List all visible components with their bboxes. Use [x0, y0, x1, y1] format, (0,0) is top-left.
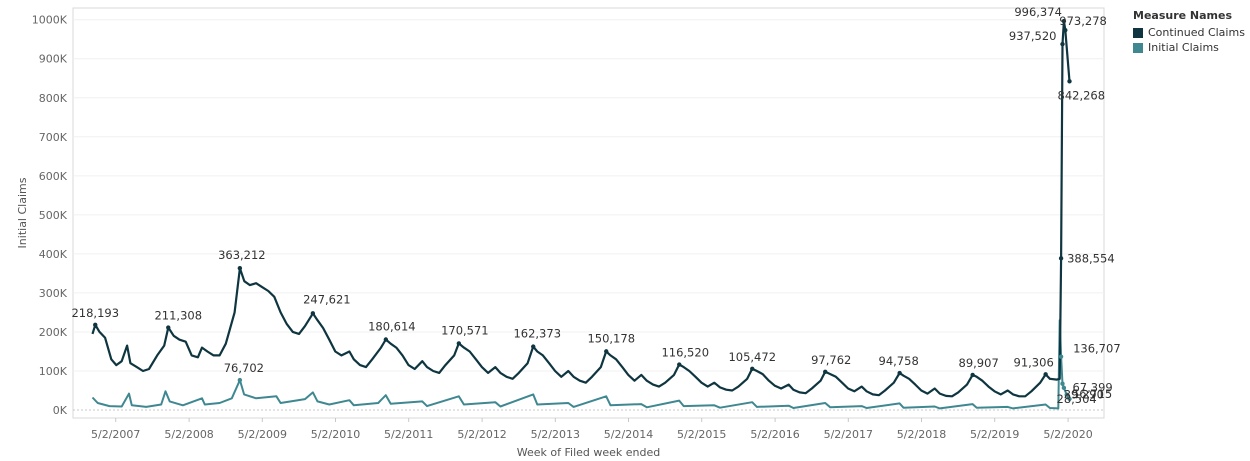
- data-point-marker: [93, 322, 98, 328]
- data-point-marker: [456, 341, 462, 346]
- x-tick-label: 5/2/2019: [970, 428, 1019, 441]
- y-tick-label: 0K: [53, 404, 68, 417]
- x-axis-title: Week of Filed week ended: [517, 446, 661, 459]
- x-tick-label: 5/2/2012: [457, 428, 506, 441]
- y-tick-label: 1000K: [32, 14, 68, 27]
- data-label: 842,268: [1058, 88, 1106, 102]
- x-tick-label: 5/2/2020: [1043, 428, 1092, 441]
- data-point-marker: [1063, 27, 1068, 33]
- data-label: 211,308: [154, 309, 202, 323]
- data-label: 76,702: [224, 361, 264, 375]
- data-label: 170,571: [441, 323, 489, 337]
- data-point-marker: [750, 366, 755, 372]
- y-tick-label: 900K: [39, 53, 68, 66]
- series-line-continued-claims: [91, 20, 1071, 398]
- data-label: 973,278: [1059, 14, 1107, 28]
- legend-label-continued-claims: Continued Claims: [1148, 26, 1245, 39]
- x-tick-label: 5/2/2016: [750, 428, 799, 441]
- y-tick-label: 400K: [39, 248, 68, 261]
- y-tick-label: 500K: [39, 209, 68, 222]
- y-axis-title: Initial Claims: [16, 177, 29, 248]
- data-point-marker: [823, 369, 828, 375]
- data-point-marker: [166, 325, 171, 330]
- y-tick-label: 200K: [39, 326, 68, 339]
- plot-frame: [72, 7, 1105, 419]
- data-point-marker: [1067, 396, 1072, 402]
- y-tick-label: 800K: [39, 92, 68, 105]
- line-chart: 0K 100K 200K 300K 400K 500K 600K 700K 800K 900K 10…: [16, 5, 1121, 459]
- legend: Measure Names Continued Claims Initial C…: [1133, 9, 1245, 55]
- data-label: 91,306: [1014, 355, 1054, 369]
- data-label: 116,520: [661, 346, 709, 360]
- data-label: 28,504: [1057, 392, 1097, 406]
- y-tick-label: 700K: [39, 131, 68, 144]
- data-point-marker: [237, 377, 243, 383]
- data-point-marker: [897, 370, 902, 376]
- data-label: 97,762: [811, 353, 851, 367]
- series-line-initial-claims: [91, 319, 1071, 410]
- data-point-marker: [1060, 381, 1065, 386]
- data-label: 363,212: [218, 248, 266, 262]
- data-point-marker: [1060, 41, 1065, 47]
- legend-title: Measure Names: [1133, 9, 1233, 22]
- data-label: 39,290: [1064, 388, 1104, 402]
- data-point-marker: [310, 311, 316, 316]
- data-point-marker: [604, 349, 609, 354]
- data-point-marker: [970, 372, 975, 378]
- x-tick-label: 5/2/2008: [164, 428, 213, 441]
- data-point-marker: [1058, 256, 1064, 261]
- data-point-marker: [383, 337, 389, 342]
- legend-item-continued-claims[interactable]: Continued Claims: [1133, 25, 1245, 40]
- data-label: 937,520: [1009, 29, 1057, 43]
- data-label: 388,554: [1067, 251, 1115, 265]
- x-tick-label: 5/2/2015: [677, 428, 726, 441]
- x-tick-label: 5/2/2013: [531, 428, 580, 441]
- data-point-marker: [531, 344, 536, 349]
- data-point-marker: [237, 266, 243, 271]
- data-label: 94,758: [879, 354, 919, 368]
- data-label: 247,621: [303, 292, 351, 306]
- data-point-marker: [1043, 372, 1048, 377]
- x-tick-label: 5/2/2007: [91, 428, 140, 441]
- data-label: 56,715: [1072, 387, 1112, 401]
- legend-label-initial-claims: Initial Claims: [1148, 41, 1219, 54]
- data-label: 89,907: [959, 356, 999, 370]
- data-point-marker: [1067, 79, 1072, 84]
- data-point-marker: [1061, 18, 1067, 24]
- data-label: 218,193: [71, 306, 119, 320]
- x-tick-label: 5/2/2018: [897, 428, 946, 441]
- x-tick-label: 5/2/2010: [311, 428, 360, 441]
- data-label: 136,707: [1073, 342, 1121, 356]
- x-tick-label: 5/2/2011: [384, 428, 433, 441]
- legend-swatch-initial-claims: [1133, 42, 1143, 53]
- data-point-marker: [1064, 392, 1069, 397]
- x-tick-label: 5/2/2017: [824, 428, 873, 441]
- data-point-marker: [1058, 354, 1064, 359]
- data-label: 67,399: [1072, 381, 1112, 395]
- data-label: 150,178: [587, 331, 635, 345]
- y-tick-label: 100K: [39, 365, 68, 378]
- data-point-marker: [1061, 385, 1067, 391]
- legend-swatch-continued-claims: [1133, 27, 1143, 38]
- legend-item-initial-claims[interactable]: Initial Claims: [1133, 40, 1245, 55]
- data-label: 162,373: [513, 327, 561, 341]
- data-label: 180,614: [368, 320, 416, 334]
- data-label: 996,374: [1014, 5, 1062, 19]
- y-tick-label: 600K: [39, 170, 68, 183]
- data-point-marker: [677, 362, 682, 367]
- x-tick-label: 5/2/2014: [604, 428, 653, 441]
- x-tick-label: 5/2/2009: [238, 428, 287, 441]
- data-label: 105,472: [728, 350, 776, 364]
- y-tick-label: 300K: [39, 287, 68, 300]
